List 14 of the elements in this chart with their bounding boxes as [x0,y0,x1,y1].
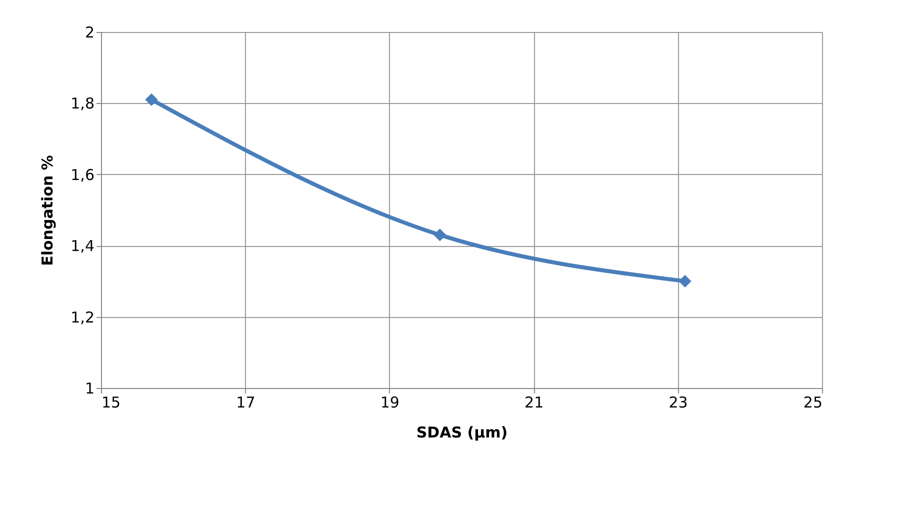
y-tick-label: 1,6 [70,166,94,184]
y-tick-label: 1,2 [70,308,94,326]
y-tick-label: 1,4 [70,237,94,256]
x-tick-label: 17 [236,394,256,412]
y-tick-label: 2 [84,24,94,42]
x-tick-label: 23 [668,394,688,412]
x-axis-title: SDAS (µm) [416,424,508,442]
y-tick-label: 1,8 [70,94,94,113]
y-tick-label: 1 [84,380,94,398]
x-tick-label: 25 [803,394,822,412]
x-tick-label: 21 [524,394,544,412]
x-tick-label: 15 [102,394,121,412]
x-tick-label: 19 [380,394,400,412]
y-axis-title: Elongation % [38,155,57,266]
